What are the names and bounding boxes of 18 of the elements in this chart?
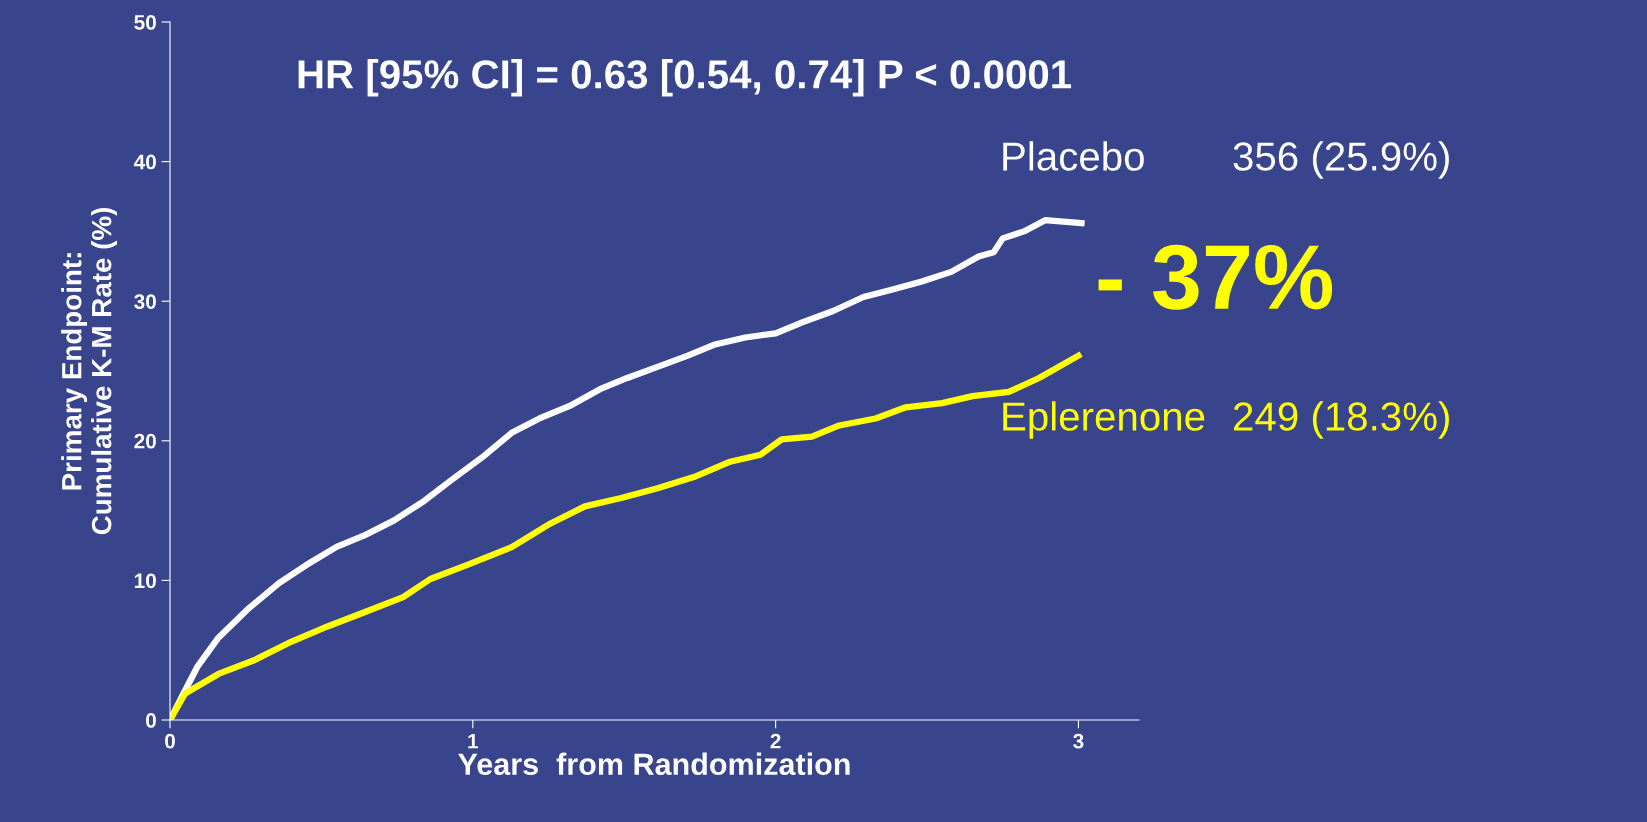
y-tick-label: 50 [134,15,156,30]
text: 356 (25.9%) [1233,141,1449,179]
series-label: Eplerenone [1003,401,1205,439]
y-tick-label: 10 [134,573,156,589]
text: 249 (18.3%) [1234,401,1449,439]
y-tick-label: 0 [146,713,156,728]
y-tick-label: 30 [134,294,156,309]
y-tick-label: 20 [134,433,156,449]
text: HR [95% CI] = 0.63 [0.54, 0.74] P < 0.0001 [298,59,1072,97]
x-axis-title: Years from Randomization [458,752,850,776]
y-tick-label: 40 [133,154,156,170]
series-label: Placebo [1003,141,1144,171]
x-tick-label: 2 [770,733,781,749]
annotation: - 37% [1098,244,1333,310]
y-axis-title: Primary Endpoint: Cumulative K-M Rate (%) [61,208,117,535]
x-tick-label: 0 [165,733,175,749]
x-tick-label: 1 [468,733,479,749]
x-tick-label: 3 [1073,733,1084,749]
